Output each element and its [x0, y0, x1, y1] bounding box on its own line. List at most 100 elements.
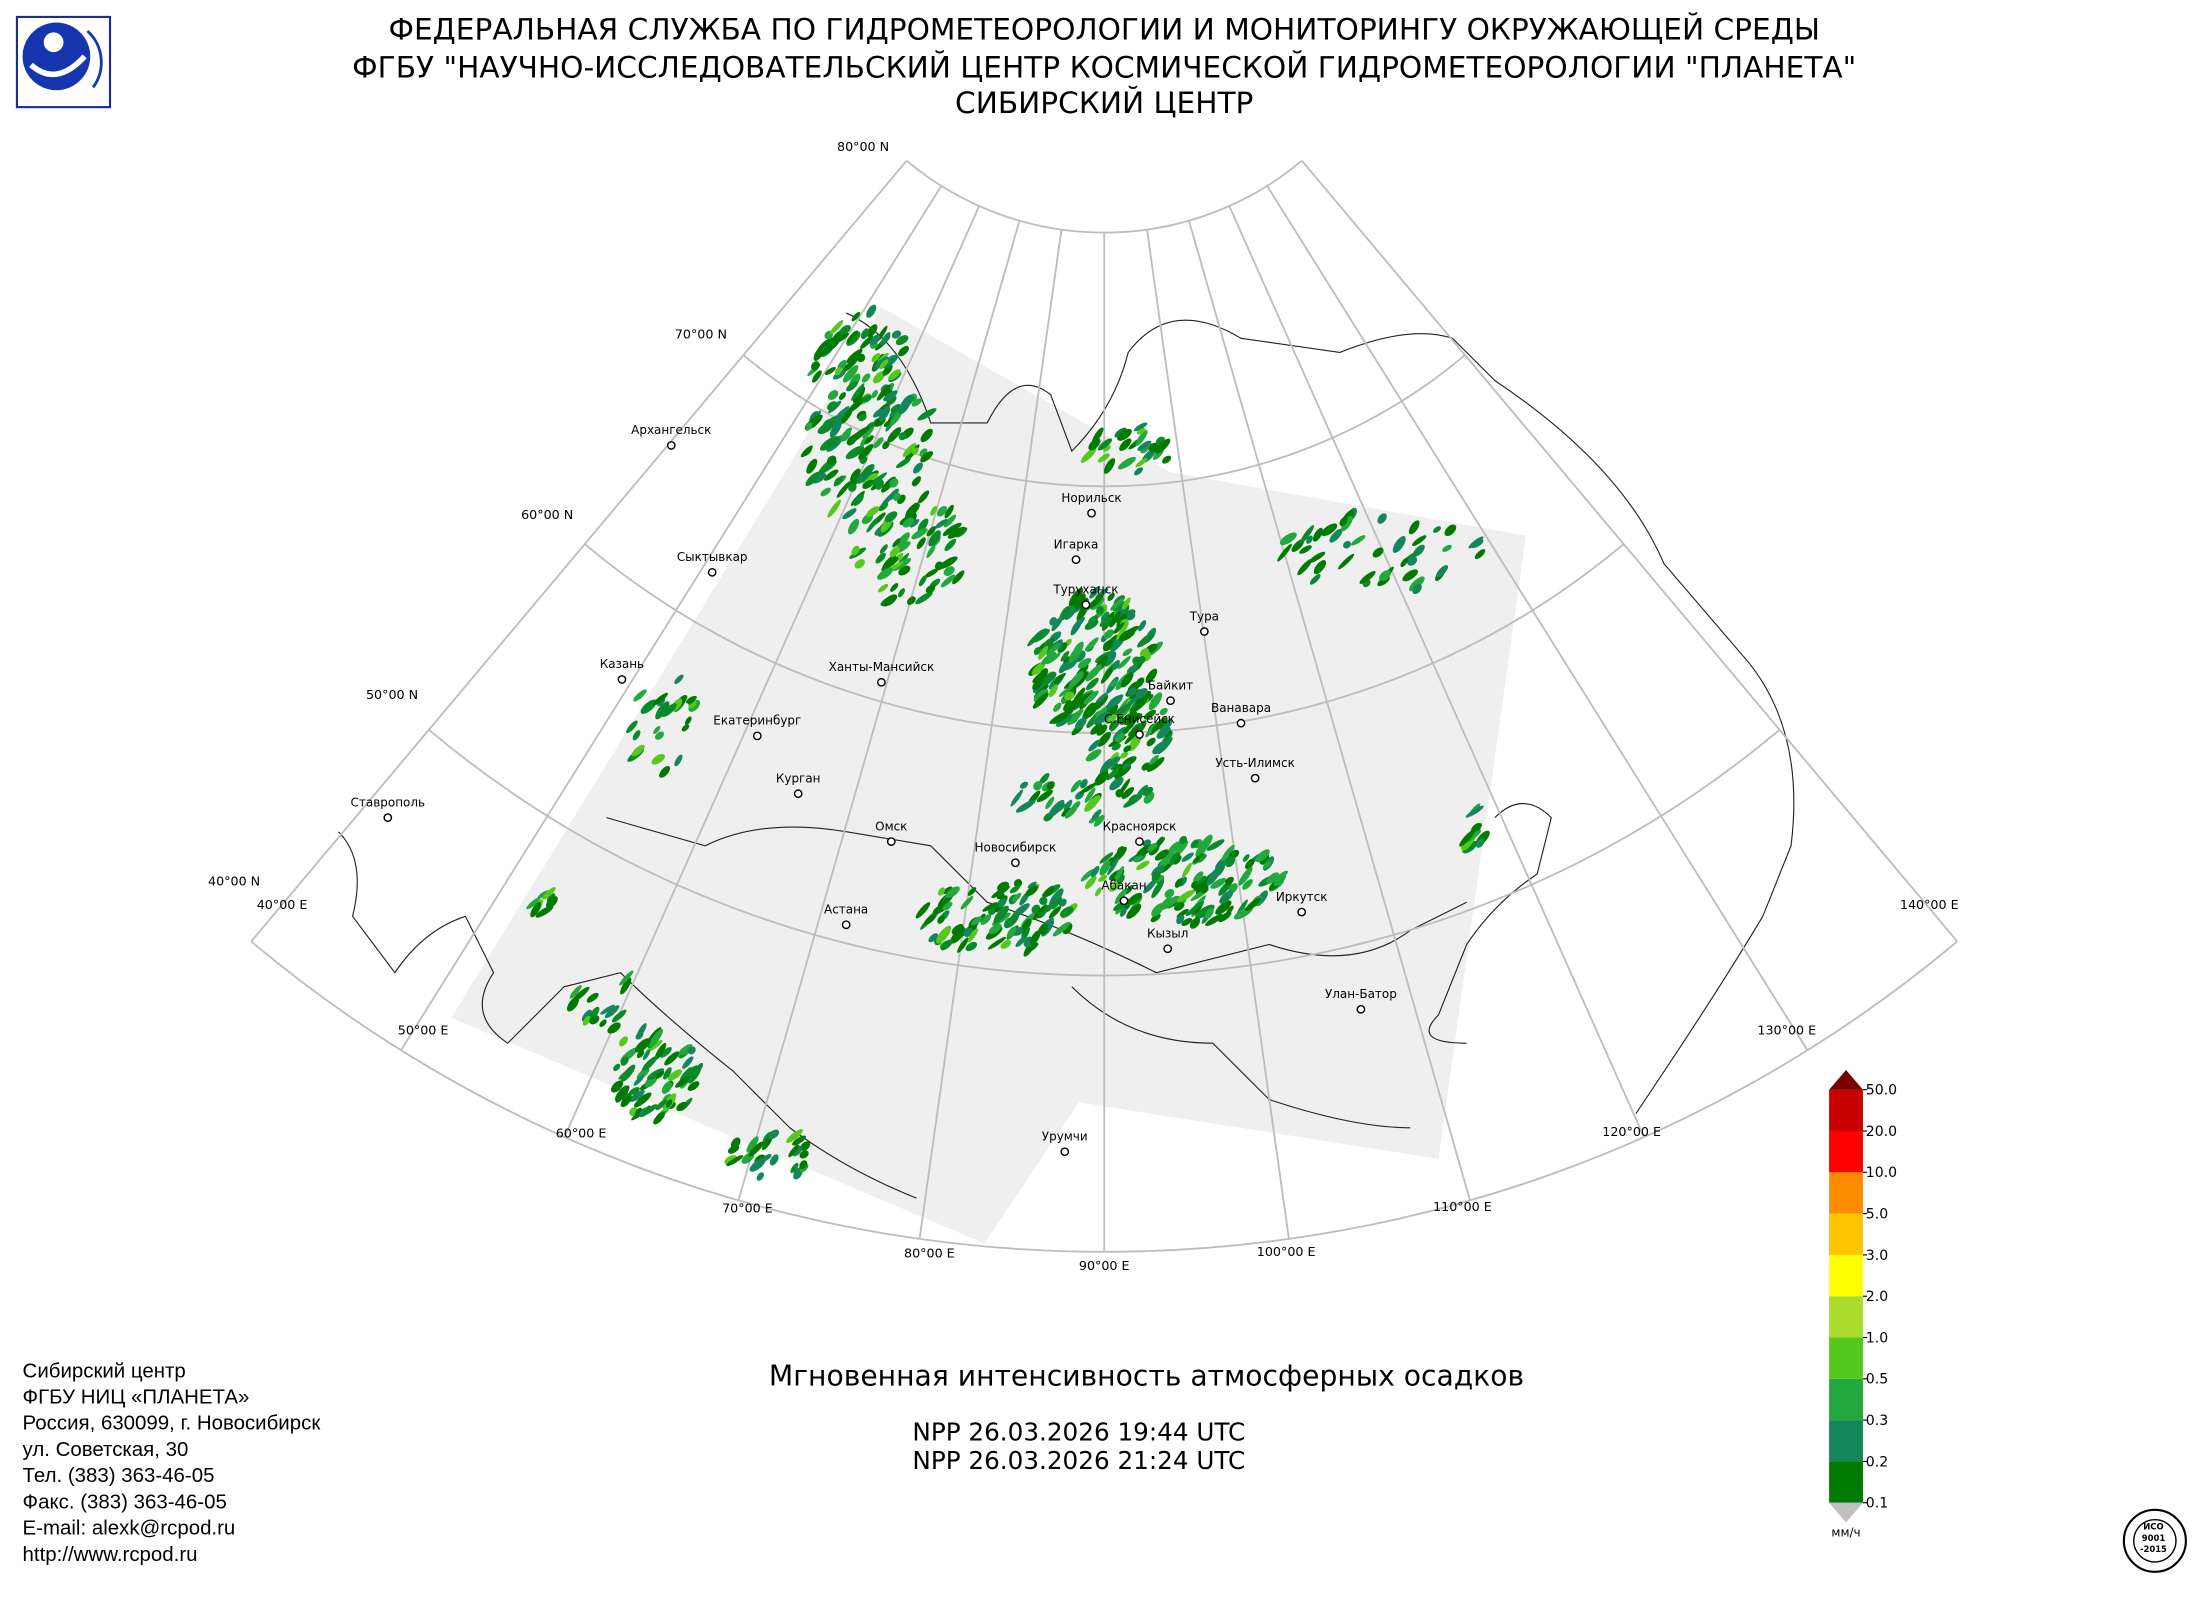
rain-cell — [1117, 428, 1132, 441]
rain-cell — [902, 517, 914, 528]
rain-cell — [1096, 724, 1108, 736]
lat-label: 40°00 N — [208, 873, 260, 888]
rain-cell — [1377, 513, 1387, 524]
rain-cell — [942, 901, 953, 911]
rain-cell — [1176, 914, 1185, 925]
rain-cell — [1068, 671, 1084, 688]
rain-cell — [866, 506, 880, 518]
rain-cell — [1046, 781, 1055, 790]
rain-cell — [820, 418, 833, 434]
rain-cell — [674, 674, 684, 684]
meridian — [918, 229, 1063, 1240]
rain-cell — [891, 330, 902, 339]
rain-cell — [1462, 840, 1478, 854]
city-dot — [383, 813, 393, 822]
parallel — [250, 940, 1958, 1253]
rain-cell — [842, 508, 857, 520]
rain-cell — [1115, 732, 1125, 743]
rain-cell — [845, 445, 865, 460]
rain-cell — [1090, 723, 1103, 735]
rain-cell — [1137, 633, 1154, 648]
rain-cell — [799, 1160, 808, 1170]
rain-cell — [847, 518, 860, 535]
rain-cell — [654, 1042, 667, 1060]
rain-cell — [1266, 872, 1280, 884]
rain-cell — [827, 390, 839, 400]
rain-cell — [1193, 882, 1206, 892]
iso-text: 9001 — [2142, 1533, 2166, 1543]
rain-cell — [687, 1046, 696, 1055]
rain-cell — [1032, 670, 1046, 683]
rain-cell — [1132, 656, 1141, 666]
rain-cell — [664, 1051, 680, 1066]
rain-cell — [1400, 557, 1409, 568]
rain-cell — [1080, 869, 1094, 882]
rain-cell — [862, 479, 875, 489]
rain-cell — [936, 925, 952, 944]
rain-cell — [993, 905, 1009, 924]
rain-cell — [906, 596, 916, 605]
rain-cell — [1117, 778, 1131, 797]
rain-cell — [1114, 888, 1128, 905]
rain-cell — [1090, 865, 1100, 878]
rain-cell — [659, 765, 671, 778]
rain-cell — [997, 881, 1009, 892]
lon-label: 120°00 E — [1602, 1124, 1661, 1139]
rain-cell — [1277, 543, 1292, 562]
rain-cell — [889, 546, 900, 558]
rain-cell — [1120, 672, 1134, 688]
rain-cell — [1181, 917, 1193, 926]
colorbar-segment — [1829, 1420, 1863, 1462]
rain-cell — [1432, 526, 1441, 533]
rain-cell — [1097, 453, 1110, 463]
rain-cell — [676, 1101, 688, 1112]
rain-cell — [1093, 814, 1105, 827]
rain-cell — [936, 505, 947, 517]
rain-cell — [1038, 923, 1048, 935]
rain-cell — [1051, 711, 1070, 724]
rain-cell — [867, 324, 878, 338]
rain-cell — [854, 559, 865, 569]
rain-cell — [1308, 551, 1326, 564]
rain-cell — [1465, 805, 1484, 818]
rain-cell — [1149, 754, 1159, 765]
rain-cell — [895, 335, 909, 346]
rain-cell — [620, 977, 632, 995]
rain-cell — [1412, 535, 1427, 546]
rain-cell — [1123, 794, 1143, 808]
rain-cell — [851, 545, 860, 556]
rain-cell — [875, 552, 886, 564]
rain-cell — [1205, 907, 1214, 919]
city-label: Улан-Батор — [1325, 987, 1397, 1001]
rain-cell — [610, 1080, 624, 1093]
rain-cell — [1048, 906, 1062, 919]
rain-cell — [926, 526, 936, 537]
rain-cell — [663, 1067, 672, 1080]
lat-label: 50°00 N — [366, 687, 418, 702]
rain-cell — [642, 1056, 658, 1072]
city-dot — [752, 731, 762, 741]
colorbar-label: 2.0 — [1866, 1289, 1888, 1305]
rain-cell — [930, 505, 938, 516]
city-label: Архангельск — [631, 423, 711, 437]
rain-cell — [661, 1081, 672, 1094]
lon-label: 50°00 E — [398, 1023, 449, 1038]
pass: NPP 26.03.2026 21:24 UTC — [912, 1446, 1245, 1475]
rain-cell — [1117, 846, 1125, 854]
rain-cell — [1127, 892, 1143, 905]
city-dot — [1356, 1004, 1366, 1014]
city-dot — [1135, 837, 1144, 846]
rain-cell — [1193, 871, 1204, 883]
rain-cell — [1045, 671, 1057, 683]
rain-cell — [1068, 587, 1084, 607]
rain-cell — [1136, 784, 1149, 798]
rain-cell — [1032, 692, 1049, 709]
rain-cell — [642, 1049, 651, 1060]
rain-cell — [1060, 651, 1070, 662]
rain-cell — [850, 468, 861, 483]
rain-cell — [1147, 842, 1158, 852]
rain-cell — [640, 699, 657, 714]
rain-cell — [1080, 447, 1097, 463]
colorbar-segment — [1829, 1461, 1863, 1503]
rain-cell — [790, 1162, 799, 1174]
